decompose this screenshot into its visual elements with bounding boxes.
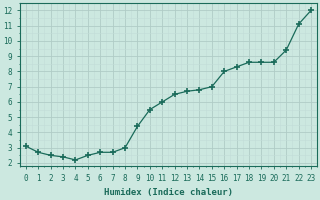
X-axis label: Humidex (Indice chaleur): Humidex (Indice chaleur) bbox=[104, 188, 233, 197]
